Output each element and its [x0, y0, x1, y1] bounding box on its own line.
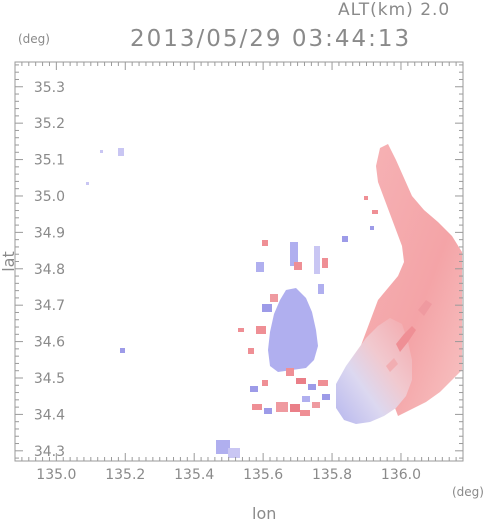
x-tick-label: 135.2 — [105, 467, 145, 483]
echo-cell — [322, 394, 330, 400]
y-tick-label: 35.3 — [34, 80, 65, 96]
echo-cell — [322, 258, 328, 268]
echo-cell — [308, 384, 316, 390]
echo-cell — [120, 348, 125, 353]
y-tick-label: 35.2 — [34, 116, 65, 132]
echo-cell — [342, 236, 348, 242]
echo-cell — [312, 402, 320, 408]
timestamp-title: 2013/05/29 03:44:13 — [130, 26, 412, 52]
y-tick-label: 34.4 — [34, 407, 65, 423]
echo-cell — [302, 396, 310, 402]
echo-cell — [286, 368, 294, 376]
echo-cell — [100, 150, 103, 153]
echo-cell — [250, 386, 258, 392]
echo-cell — [318, 380, 328, 386]
altitude-label: ALT(km) 2.0 — [338, 0, 451, 20]
x-tick-label: 135.6 — [243, 467, 283, 483]
x-axis-ticks: 135.0 135.2 135.4 135.6 135.8 136.0 — [21, 62, 464, 483]
x-tick-label: 135.8 — [312, 467, 352, 483]
echo-cell — [86, 182, 89, 185]
echo-cell — [372, 210, 378, 214]
echo-cell — [294, 262, 302, 270]
y-tick-label: 35.0 — [34, 189, 65, 205]
y-axis-unit: (deg) — [18, 32, 50, 46]
echo-cell — [262, 240, 268, 246]
echo-cell — [262, 380, 268, 386]
y-tick-label: 34.8 — [34, 262, 65, 278]
echo-cell — [314, 246, 320, 274]
x-axis-label: lon — [252, 504, 277, 523]
echo-region-center — [268, 288, 318, 372]
doppler-echo-layer — [86, 144, 462, 458]
echo-cell — [256, 262, 264, 272]
echo-cell — [364, 196, 368, 200]
y-tick-label: 34.7 — [34, 298, 65, 314]
echo-cell — [262, 304, 272, 312]
echo-cell — [290, 404, 300, 412]
echo-cell — [296, 378, 306, 384]
echo-cell — [300, 410, 310, 416]
echo-cell — [216, 440, 230, 454]
y-tick-label: 34.5 — [34, 371, 65, 387]
echo-streak — [396, 326, 416, 352]
y-tick-label: 35.1 — [34, 153, 65, 169]
echo-cell — [370, 226, 374, 230]
x-axis-unit: (deg) — [452, 485, 484, 499]
echo-cell — [270, 294, 278, 302]
echo-cell — [252, 404, 262, 410]
y-tick-label: 34.9 — [34, 225, 65, 241]
echo-cell — [276, 402, 288, 412]
echo-cell — [228, 448, 240, 458]
y-tick-label: 34.6 — [34, 335, 65, 351]
echo-streak — [418, 300, 432, 316]
echo-cell — [248, 348, 254, 354]
echo-cell — [118, 148, 124, 156]
echo-cell — [290, 242, 298, 266]
echo-cell — [238, 328, 244, 332]
echo-streak — [386, 358, 398, 372]
echo-cell — [264, 408, 272, 414]
y-tick-label: 34.3 — [34, 444, 65, 460]
x-tick-label: 135.0 — [36, 467, 76, 483]
echo-cell — [256, 326, 266, 334]
echo-cell — [318, 284, 324, 294]
echo-region-arc — [336, 318, 412, 424]
x-tick-label: 136.0 — [381, 467, 421, 483]
x-tick-label: 135.4 — [174, 467, 214, 483]
y-axis-ticks: 34.3 34.4 34.5 34.6 34.7 34.8 34.9 35.0 35.1 35.2… — [15, 64, 463, 460]
